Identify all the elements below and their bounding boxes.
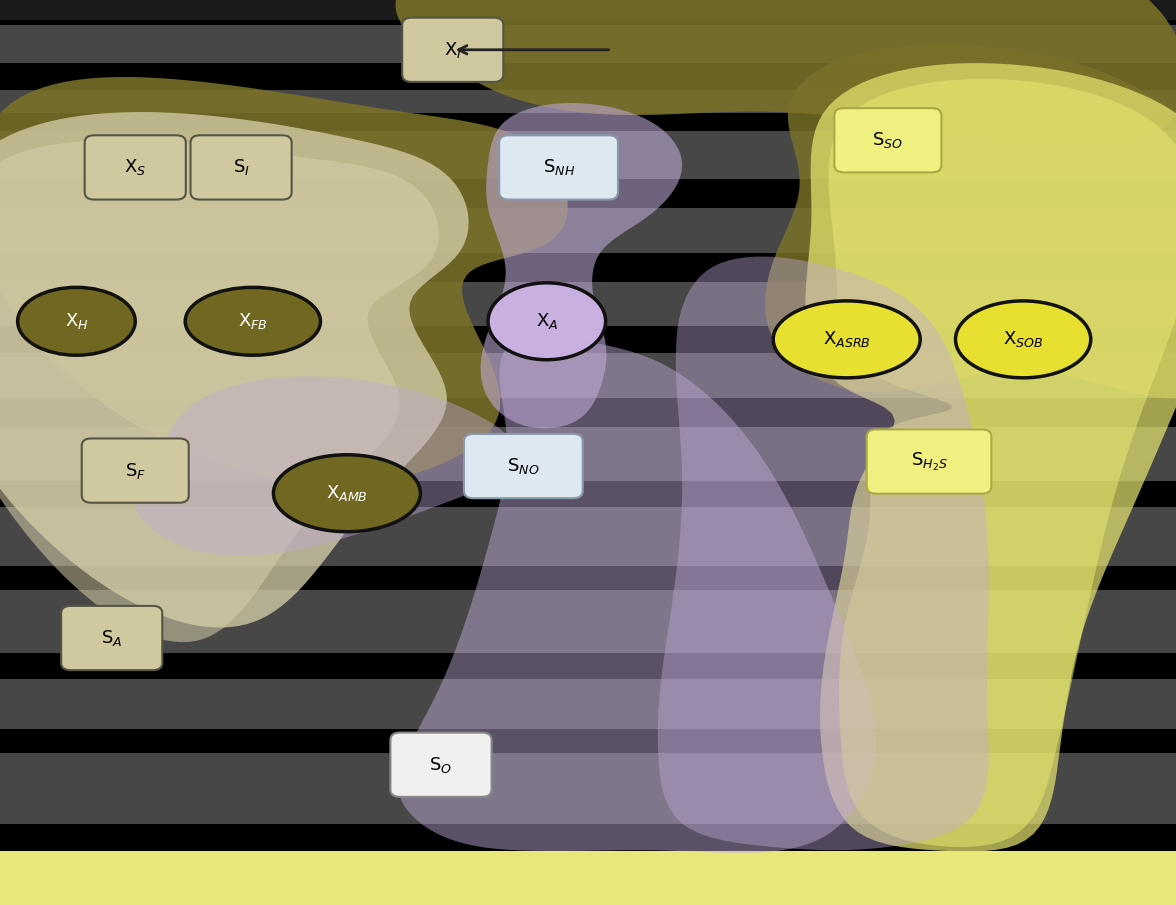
Bar — [0, 131, 1176, 179]
Text: S$_{SO}$: S$_{SO}$ — [873, 130, 903, 150]
Polygon shape — [766, 43, 1176, 398]
Bar — [0, 90, 1176, 113]
FancyBboxPatch shape — [499, 135, 619, 200]
Text: X$_{ASRB}$: X$_{ASRB}$ — [823, 329, 870, 349]
Polygon shape — [0, 112, 468, 627]
Ellipse shape — [488, 282, 606, 359]
Text: S$_{H_2S}$: S$_{H_2S}$ — [910, 451, 948, 472]
Polygon shape — [0, 140, 439, 643]
Bar — [0, 282, 1176, 326]
Polygon shape — [657, 257, 989, 850]
Bar — [0, 253, 1176, 282]
Polygon shape — [399, 338, 876, 853]
Bar — [0, 427, 1176, 481]
Text: X$_{FB}$: X$_{FB}$ — [238, 311, 268, 331]
Bar — [0, 653, 1176, 679]
FancyBboxPatch shape — [191, 135, 292, 200]
Bar — [0, 353, 1176, 398]
Text: S$_{NH}$: S$_{NH}$ — [542, 157, 575, 177]
Text: X$_A$: X$_A$ — [536, 311, 557, 331]
Bar — [0, 113, 1176, 131]
Bar — [0, 729, 1176, 753]
Bar — [0, 481, 1176, 507]
Polygon shape — [135, 376, 513, 556]
Bar — [0, 753, 1176, 824]
Text: X$_S$: X$_S$ — [125, 157, 146, 177]
FancyBboxPatch shape — [463, 434, 583, 498]
Bar — [0, 679, 1176, 729]
FancyBboxPatch shape — [82, 439, 188, 503]
Polygon shape — [0, 77, 568, 484]
Text: X$_{AMB}$: X$_{AMB}$ — [326, 483, 368, 503]
Bar — [0, 507, 1176, 566]
Bar — [0, 179, 1176, 208]
Bar — [0, 566, 1176, 590]
Text: X$_H$: X$_H$ — [65, 311, 88, 331]
FancyBboxPatch shape — [835, 108, 941, 172]
Bar — [0, 824, 1176, 851]
FancyBboxPatch shape — [867, 430, 991, 494]
Bar — [0, 326, 1176, 353]
Text: X$_{SOB}$: X$_{SOB}$ — [1003, 329, 1043, 349]
Ellipse shape — [186, 287, 320, 355]
Ellipse shape — [18, 287, 135, 355]
Text: S$_{NO}$: S$_{NO}$ — [507, 456, 540, 476]
Bar — [0, 851, 1176, 905]
Polygon shape — [395, 0, 1176, 149]
Polygon shape — [828, 79, 1176, 847]
Text: S$_F$: S$_F$ — [125, 461, 146, 481]
FancyBboxPatch shape — [390, 733, 492, 797]
Bar — [0, 208, 1176, 253]
Text: S$_O$: S$_O$ — [429, 755, 453, 775]
Polygon shape — [806, 63, 1176, 852]
Bar — [0, 25, 1176, 63]
Text: X$_I$: X$_I$ — [443, 40, 462, 60]
Text: S$_I$: S$_I$ — [233, 157, 249, 177]
Ellipse shape — [955, 300, 1091, 377]
Polygon shape — [481, 103, 682, 428]
Ellipse shape — [773, 300, 920, 377]
FancyBboxPatch shape — [85, 135, 186, 200]
Ellipse shape — [273, 454, 420, 531]
Bar — [0, 20, 1176, 25]
FancyBboxPatch shape — [61, 606, 162, 670]
Bar — [0, 63, 1176, 90]
Text: S$_A$: S$_A$ — [101, 628, 122, 648]
Bar — [0, 590, 1176, 653]
FancyBboxPatch shape — [402, 18, 503, 82]
Bar — [0, 398, 1176, 427]
